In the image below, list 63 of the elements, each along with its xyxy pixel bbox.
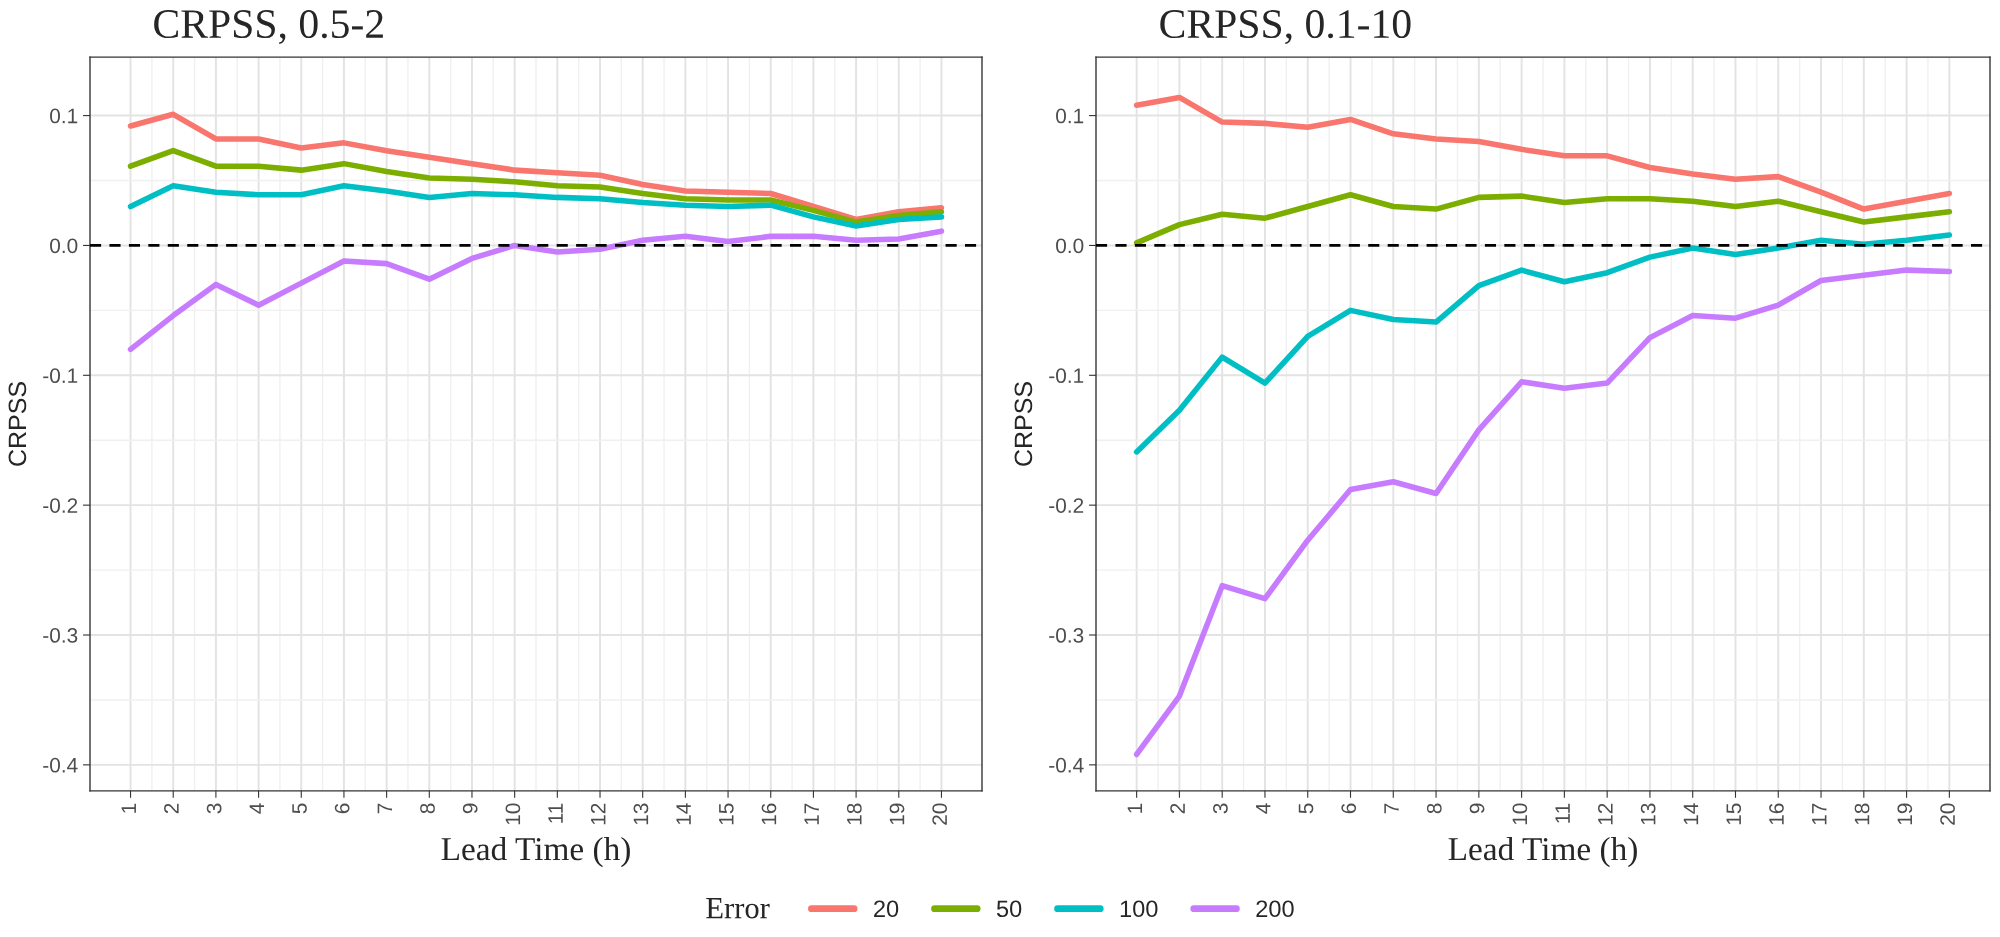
y-tick-label: -0.1 xyxy=(43,368,78,384)
x-tick-label: 2 xyxy=(164,803,179,814)
legend-title: Error xyxy=(706,898,770,919)
x-tick-label: 13 xyxy=(1640,803,1656,825)
x-tick-label: 5 xyxy=(1298,803,1314,814)
x-tick-label: 8 xyxy=(1426,803,1442,814)
x-tick-label: 10 xyxy=(505,803,521,825)
x-tick-label: 15 xyxy=(719,803,734,825)
y-axis-title: CRPSS xyxy=(1014,382,1033,466)
x-tick-label: 2 xyxy=(1170,803,1185,814)
x-tick-label: 14 xyxy=(1683,803,1699,825)
x-tick-label: 7 xyxy=(1384,803,1399,814)
x-tick-label: 7 xyxy=(377,803,393,814)
y-tick-label: -0.2 xyxy=(43,498,78,513)
x-tick-label: 10 xyxy=(1512,803,1528,825)
x-tick-label: 1 xyxy=(121,803,136,813)
x-tick-label: 19 xyxy=(1897,803,1913,825)
y-tick-label: -0.4 xyxy=(1049,757,1084,773)
x-tick-label: 9 xyxy=(1469,803,1485,814)
x-tick-label: 11 xyxy=(548,803,563,823)
x-tick-label: 4 xyxy=(1256,803,1271,814)
y-tick-label: -0.1 xyxy=(1049,368,1084,384)
x-tick-label: 1 xyxy=(1127,803,1143,813)
x-tick-label: 18 xyxy=(1854,803,1870,825)
x-tick-label: 14 xyxy=(676,803,691,825)
y-tick-label: 0.0 xyxy=(50,238,78,254)
x-tick-label: 20 xyxy=(932,803,948,825)
x-tick-label: 6 xyxy=(334,803,350,814)
y-tick-label: -0.3 xyxy=(43,628,78,643)
x-tick-label: 12 xyxy=(590,803,606,825)
x-tick-label: 17 xyxy=(1812,803,1827,825)
y-tick-label: -0.4 xyxy=(43,757,78,773)
x-axis-title: Lead Time (h) xyxy=(441,836,630,868)
y-tick-label: 0.0 xyxy=(1056,238,1084,254)
x-tick-label: 3 xyxy=(206,803,222,814)
y-tick-label: 0.1 xyxy=(50,108,78,124)
x-tick-label: 4 xyxy=(249,803,264,814)
legend-label: 200 xyxy=(1256,900,1294,918)
legend-label: 20 xyxy=(874,900,899,918)
x-tick-label: 16 xyxy=(761,803,777,825)
y-axis-title: CRPSS xyxy=(8,382,27,466)
x-tick-label: 12 xyxy=(1598,803,1613,825)
x-tick-label: 15 xyxy=(1726,803,1742,825)
legend-label: 100 xyxy=(1120,900,1158,918)
x-tick-label: 20 xyxy=(1940,803,1955,825)
y-tick-label: -0.3 xyxy=(1049,628,1084,643)
x-axis-title: Lead Time (h) xyxy=(1448,836,1637,868)
x-tick-label: 8 xyxy=(420,803,435,814)
chart-title: CRPSS, 0.5-2 xyxy=(154,10,383,45)
x-tick-label: 19 xyxy=(889,803,905,825)
x-tick-label: 17 xyxy=(804,803,819,825)
x-tick-label: 9 xyxy=(462,803,478,814)
y-tick-label: -0.2 xyxy=(1049,498,1084,513)
x-tick-label: 5 xyxy=(292,803,307,814)
x-tick-label: 11 xyxy=(1555,803,1570,823)
x-tick-label: 18 xyxy=(846,803,862,825)
legend-label: 50 xyxy=(996,900,1022,918)
x-tick-label: 13 xyxy=(633,803,649,825)
y-tick-label: 0.1 xyxy=(1056,108,1084,124)
x-tick-label: 3 xyxy=(1213,803,1228,814)
x-tick-label: 16 xyxy=(1769,803,1784,825)
x-tick-label: 6 xyxy=(1341,803,1357,814)
chart-title: CRPSS, 0.1-10 xyxy=(1160,10,1411,45)
